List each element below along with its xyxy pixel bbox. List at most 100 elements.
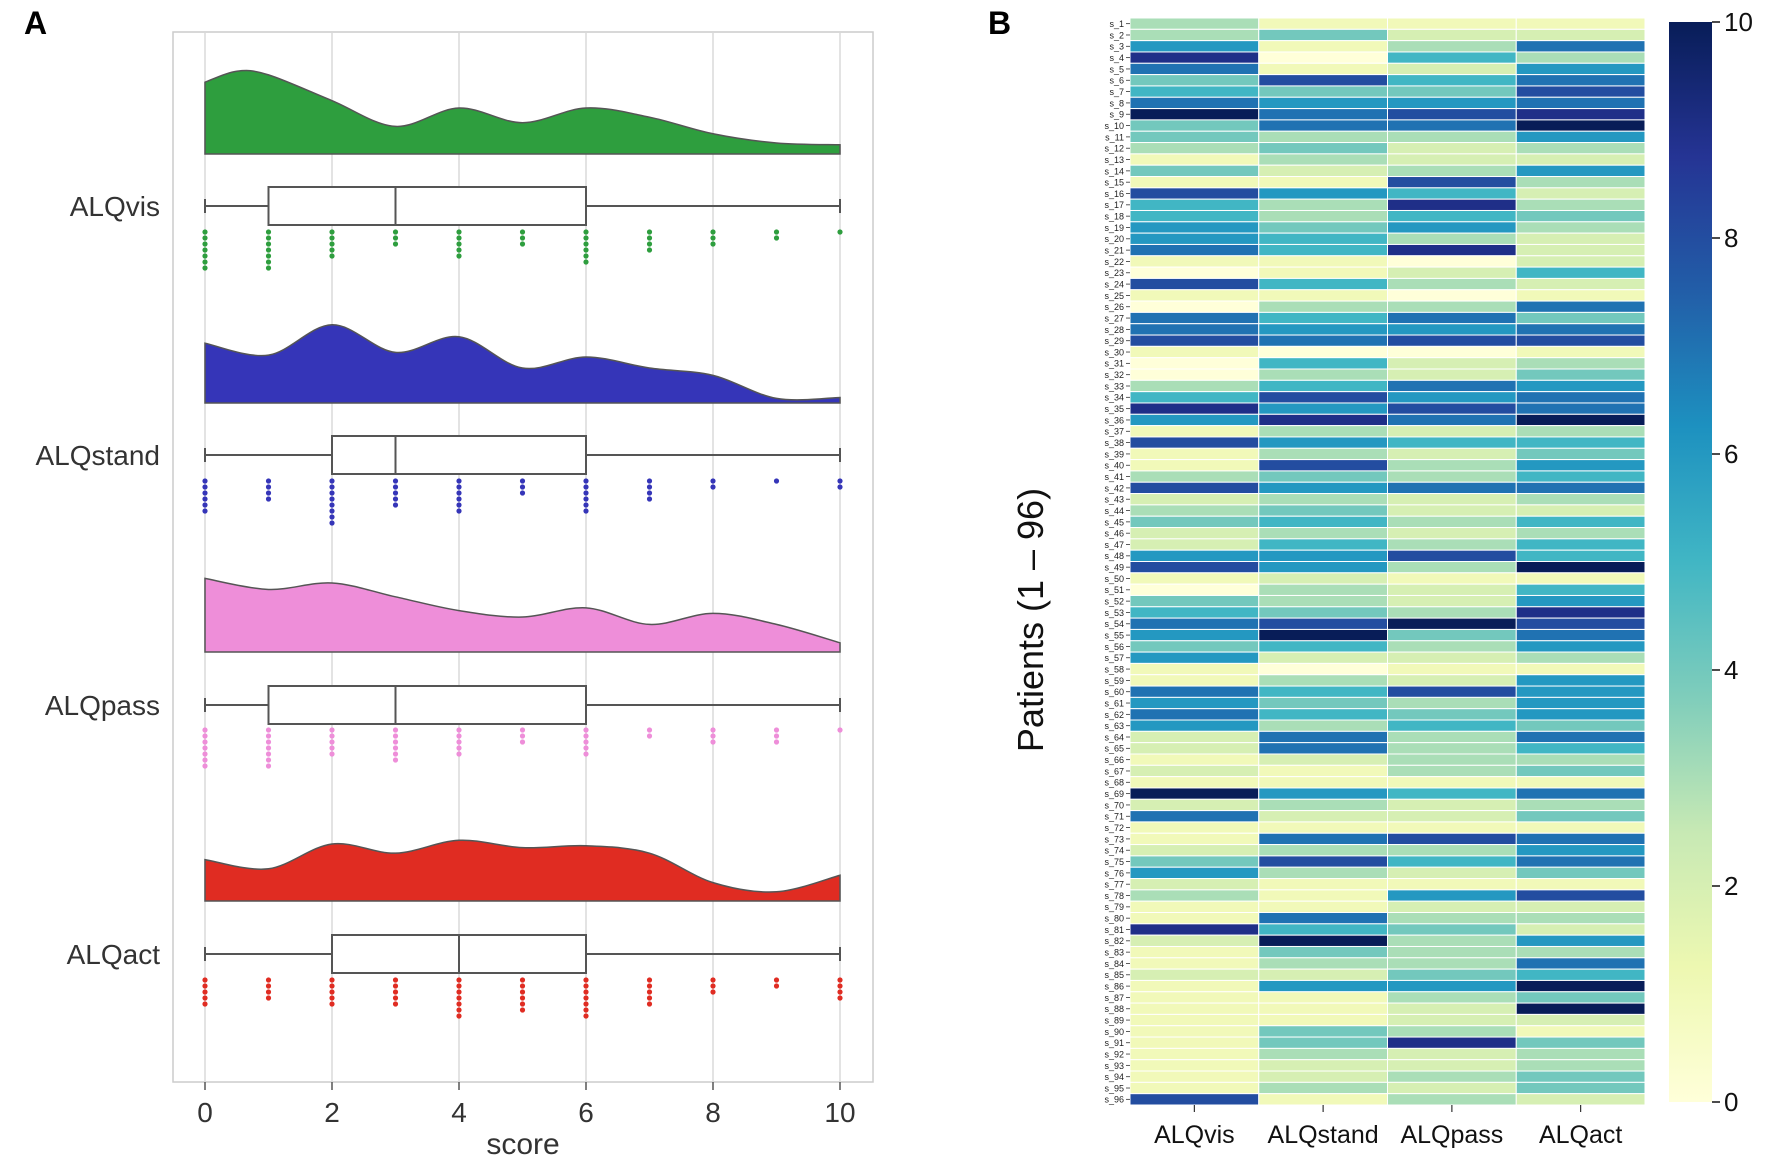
data-point (583, 739, 589, 745)
heatmap-cell (1515, 900, 1646, 914)
heatmap-cell (1258, 345, 1388, 359)
data-point (583, 995, 589, 1001)
data-point (456, 751, 462, 757)
heatmap-cell (1129, 277, 1260, 291)
heatmap-cell (1129, 413, 1260, 427)
density-alqvis (204, 69, 841, 155)
heatmap-cell (1387, 821, 1517, 834)
heatmap-cell (1129, 561, 1260, 574)
heatmap-cell (1515, 1025, 1646, 1038)
heatmap-cell (1515, 1059, 1646, 1072)
data-point (646, 727, 653, 733)
heatmap-cell (1387, 447, 1517, 461)
box-iqr (331, 435, 587, 475)
heatmap-cell (1258, 923, 1388, 936)
data-point (265, 478, 272, 484)
data-point (392, 235, 399, 241)
heatmap-cell (1387, 51, 1517, 64)
data-point (329, 484, 335, 490)
data-point (456, 745, 462, 751)
heatmap-cell (1387, 187, 1517, 200)
heatmap-cell (1129, 323, 1260, 336)
data-point (265, 757, 272, 763)
heatmap-cell (1129, 640, 1260, 653)
data-point (392, 745, 399, 751)
row-label: s_9 (1109, 110, 1124, 120)
heatmap-cell (1515, 912, 1646, 925)
heatmap-cell (1387, 470, 1517, 483)
heatmap-cell (1258, 685, 1388, 698)
data-point (646, 983, 653, 989)
row-label: s_87 (1104, 993, 1124, 1003)
heatmap-cell (1129, 311, 1260, 325)
heatmap-cell (1258, 368, 1388, 381)
data-point (392, 757, 399, 763)
heatmap-cell (1515, 651, 1646, 664)
heatmap-cell (1515, 527, 1646, 540)
heatmap-cell (1129, 85, 1260, 98)
heatmap-cell (1129, 51, 1260, 64)
heatmap-cell (1258, 142, 1388, 155)
data-point (583, 502, 589, 508)
data-point (456, 484, 462, 490)
heatmap-cell (1129, 572, 1260, 585)
heatmap-cell (1515, 62, 1646, 76)
heatmap-cell (1387, 130, 1517, 144)
heatmap-cell (1515, 493, 1646, 506)
row-label: s_86 (1104, 982, 1124, 992)
heatmap-cell (1387, 289, 1517, 302)
heatmap-cell (1258, 334, 1388, 347)
heatmap-cell (1515, 957, 1646, 970)
heatmap-cell (1129, 425, 1260, 438)
heatmap-cell (1387, 628, 1517, 642)
heatmap-cell (1258, 1047, 1388, 1061)
data-point (583, 496, 589, 502)
heatmap-cell (1515, 787, 1646, 800)
heatmap-cell (1387, 209, 1517, 223)
data-point (583, 977, 589, 983)
row-label: s_66 (1104, 755, 1124, 765)
heatmap-cell (1129, 832, 1260, 846)
heatmap-cell (1387, 991, 1517, 1004)
heatmap-cell (1129, 538, 1260, 551)
data-point (392, 478, 399, 484)
row-label: s_63 (1104, 721, 1124, 731)
data-point (710, 229, 716, 235)
box-iqr (267, 186, 587, 226)
heatmap-cell (1387, 651, 1517, 664)
data-point (202, 763, 208, 769)
heatmap-cell (1129, 17, 1260, 30)
data-point (202, 983, 208, 989)
heatmap-cell (1387, 108, 1517, 121)
heatmap-cell (1387, 221, 1517, 234)
heatmap-cell (1129, 730, 1260, 744)
heatmap-cell (1258, 957, 1388, 970)
heatmap-cell (1258, 810, 1388, 823)
heatmap-cell (1387, 1025, 1517, 1038)
data-point (392, 989, 399, 995)
row-label: s_96 (1104, 1095, 1124, 1105)
heatmap-cell (1258, 764, 1388, 778)
heatmap-cell (1387, 176, 1517, 189)
heatmap-cell (1258, 459, 1388, 472)
data-point (646, 229, 653, 235)
heatmap-cell (1515, 345, 1646, 359)
heatmap-cell (1387, 912, 1517, 925)
heatmap-cell (1258, 255, 1388, 268)
heatmap-cell (1129, 979, 1260, 993)
row-label: s_26 (1104, 302, 1124, 312)
colorbar-tick-label: 10 (1724, 7, 1753, 37)
data-point (710, 241, 716, 247)
heatmap-cell (1129, 957, 1260, 970)
heatmap-cell (1387, 538, 1517, 551)
heatmap-cell (1129, 719, 1260, 732)
heatmap-cell (1515, 810, 1646, 823)
heatmap-cell (1129, 844, 1260, 857)
heatmap-cell (1387, 402, 1517, 415)
data-point (456, 1013, 462, 1019)
heatmap-cell (1258, 266, 1388, 279)
heatmap-cell (1258, 583, 1388, 596)
row-label: s_2 (1109, 30, 1124, 40)
data-point (456, 1007, 462, 1013)
